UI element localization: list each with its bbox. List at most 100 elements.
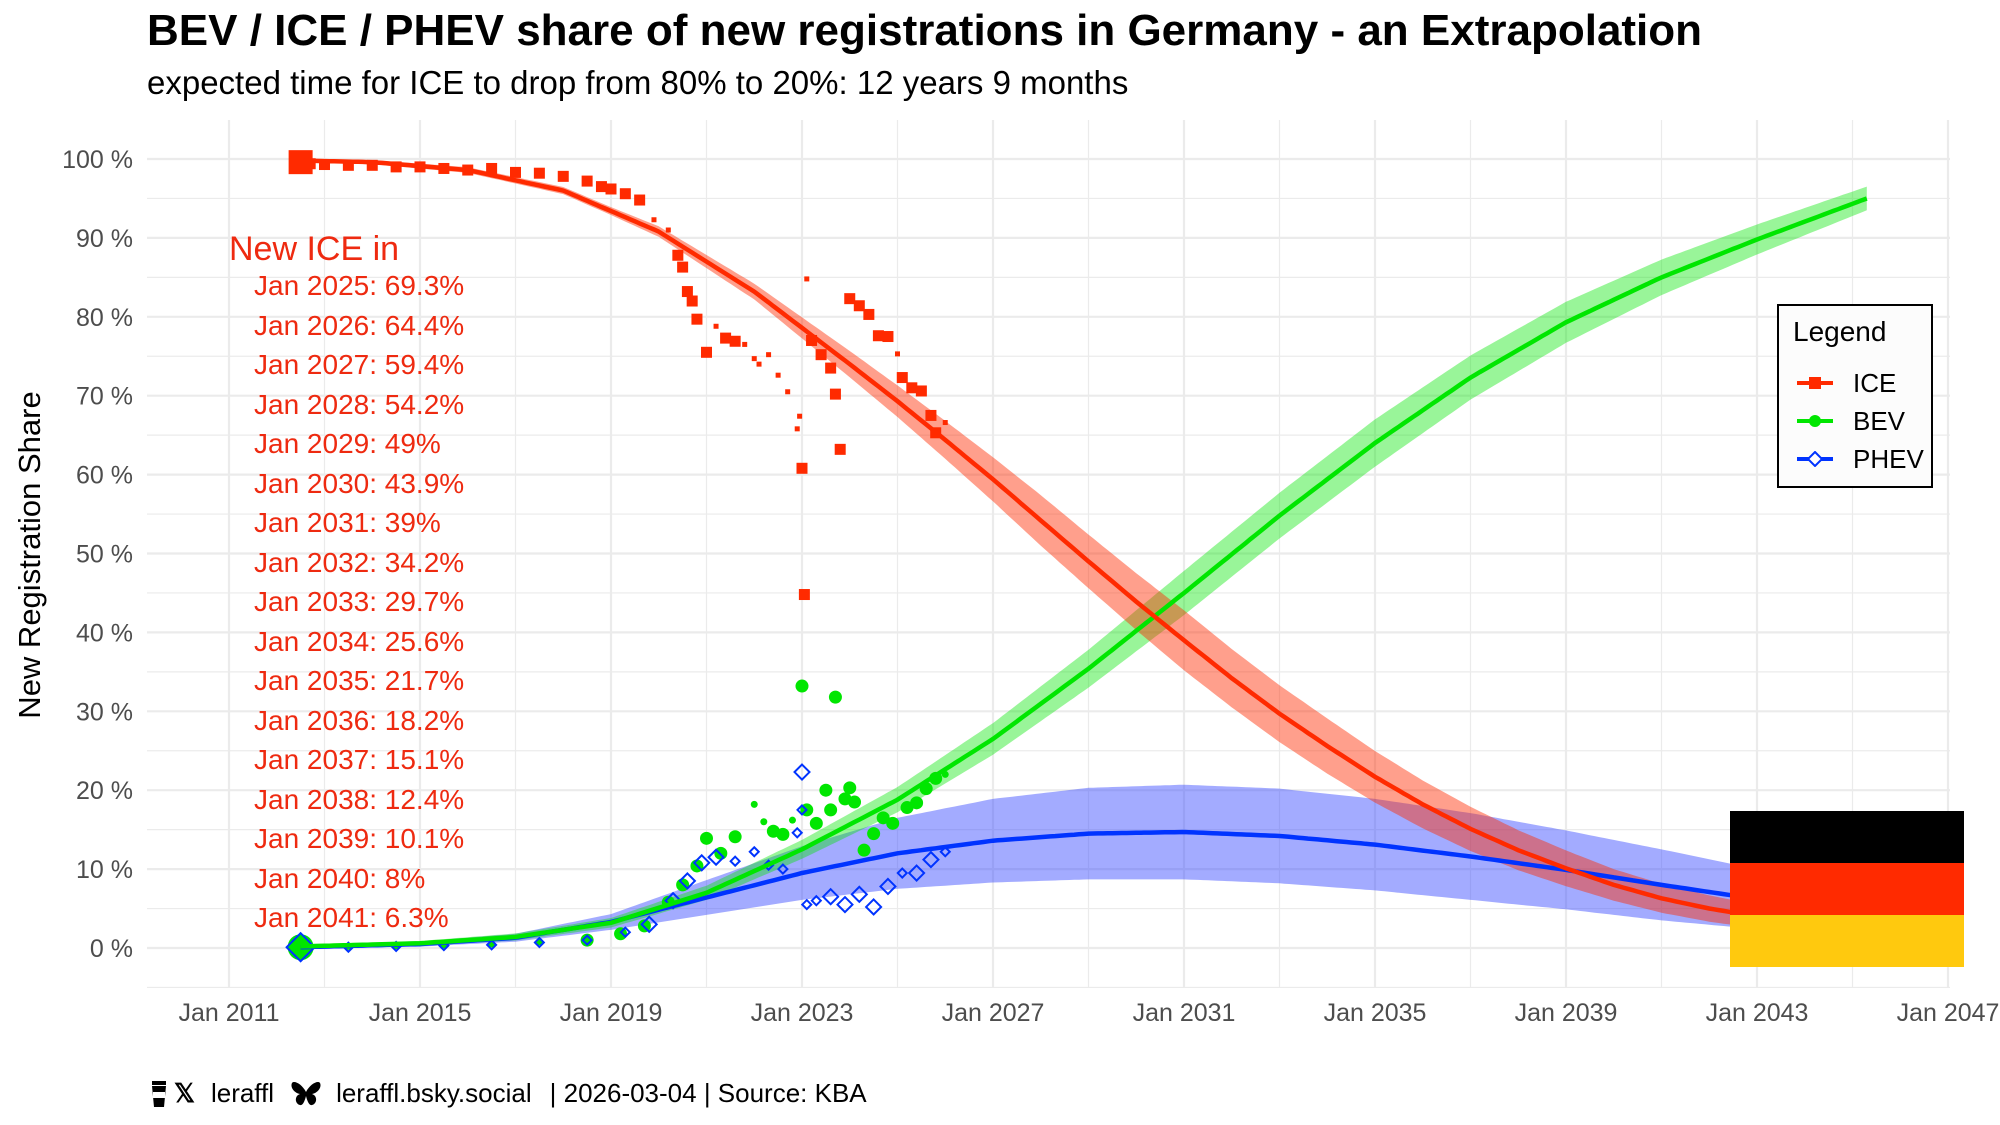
legend-label-phev: PHEV xyxy=(1853,443,1924,474)
ice-point xyxy=(651,217,657,223)
footer-handle-x: leraffl xyxy=(210,1078,275,1108)
annotation-item: Jan 2034: 25.6% xyxy=(254,625,465,657)
diamond-marker-icon xyxy=(1797,451,1833,467)
annotation-item: Jan 2029: 49% xyxy=(254,428,441,459)
y-tick-label: 80 % xyxy=(76,304,133,332)
square-marker-icon xyxy=(1797,377,1833,389)
annotation-item: Jan 2036: 18.2% xyxy=(254,704,465,736)
chart-subtitle: expected time for ICE to drop from 80% t… xyxy=(147,64,1129,101)
ice-point xyxy=(304,158,316,170)
annotation-item: Jan 2026: 64.4% xyxy=(254,309,465,341)
ice-point xyxy=(806,334,818,346)
phev-point xyxy=(907,864,926,882)
phev-point xyxy=(692,853,711,872)
ice-point xyxy=(796,462,808,474)
phev-point xyxy=(729,855,742,868)
x-tick-label: Jan 2039 xyxy=(1515,999,1618,1027)
y-tick-label: 30 % xyxy=(76,698,133,726)
ice-point xyxy=(798,589,810,601)
x-tick-label: Jan 2043 xyxy=(1706,999,1809,1027)
ice-point xyxy=(581,175,593,187)
ice-point xyxy=(665,227,671,233)
germany-flag xyxy=(1730,811,1964,967)
annotation-item: Jan 2039: 10.1% xyxy=(254,823,465,854)
ice-point xyxy=(557,170,569,182)
bev-point xyxy=(580,933,594,947)
fit-line-ice xyxy=(300,158,1758,919)
ice-point xyxy=(486,162,498,174)
fit-line-bev xyxy=(300,196,1868,949)
ice-point xyxy=(319,159,330,171)
ice-point xyxy=(815,349,827,361)
phev-point xyxy=(533,936,546,949)
phev-point xyxy=(864,898,883,916)
grid xyxy=(147,120,1950,989)
annotation-item: Jan 2038: 12.4% xyxy=(254,783,465,815)
annotation-heading: New ICE in xyxy=(229,230,400,268)
bev-point xyxy=(750,800,758,808)
bev-point xyxy=(776,827,790,841)
ice-point xyxy=(672,249,684,261)
y-tick-label: 0 % xyxy=(90,935,133,963)
phev-point xyxy=(748,845,761,858)
legend-item-ice: ICE xyxy=(1797,368,1896,398)
y-tick-label: 10 % xyxy=(76,856,133,884)
ice-point xyxy=(775,372,781,378)
phev-point xyxy=(619,926,632,939)
ice-point xyxy=(686,295,698,307)
x-tick-label: Jan 2035 xyxy=(1324,999,1427,1027)
circle-marker-icon xyxy=(1797,415,1833,427)
bev-point xyxy=(728,830,742,844)
x-axis-ticks: Jan 2011 Jan 2015 Jan 2019 Jan 2023 Jan 2027… xyxy=(178,999,1999,1027)
ice-point xyxy=(681,286,693,298)
bev-point xyxy=(848,795,862,809)
ice-point xyxy=(863,308,875,320)
annotation-item: Jan 2028: 54.2% xyxy=(254,388,465,420)
x-tick-label: Jan 2031 xyxy=(1133,999,1236,1027)
legend-label-ice: ICE xyxy=(1853,367,1897,398)
ice-point xyxy=(605,183,617,195)
ice-point xyxy=(751,356,757,362)
y-tick-label: 100 % xyxy=(62,146,133,174)
phev-point xyxy=(791,826,804,839)
ice-point xyxy=(677,261,689,273)
annotation-item: Jan 2035: 21.7% xyxy=(254,665,465,696)
ice-point xyxy=(915,385,927,397)
x-tick-label: Jan 2015 xyxy=(369,999,472,1027)
flag-stripe-black xyxy=(1730,811,1964,863)
bev-point xyxy=(828,690,842,704)
phev-point xyxy=(793,763,811,781)
y-tick-label: 90 % xyxy=(76,225,133,253)
ice-point xyxy=(729,335,741,347)
phev-point xyxy=(939,845,952,858)
phev-point xyxy=(836,895,854,914)
y-axis-label: New Registration Share xyxy=(12,391,47,719)
legend: Legend ICE BEV PHEV xyxy=(1777,304,1933,488)
ice-point xyxy=(720,332,732,344)
ice-point xyxy=(691,313,703,325)
bev-point xyxy=(809,816,823,830)
ice-point xyxy=(895,351,900,357)
phev-point xyxy=(879,877,897,896)
phev-point xyxy=(581,934,594,947)
y-axis-ticks: 0 % 10 % 20 % 30 % 40 % 50 % 60 % 70 % 80 % 90 % 1… xyxy=(62,146,133,963)
x-tick-label: Jan 2011 xyxy=(178,999,279,1027)
ice-point xyxy=(872,330,884,342)
ice-point xyxy=(925,409,937,421)
phev-point xyxy=(810,894,823,907)
y-tick-label: 50 % xyxy=(76,541,133,569)
bev-point xyxy=(819,783,833,797)
ice-point xyxy=(906,382,918,394)
annotation-item: Jan 2030: 43.9% xyxy=(254,467,465,499)
x-tick-label: Jan 2023 xyxy=(751,999,854,1027)
y-tick-label: 40 % xyxy=(76,619,133,647)
ice-point xyxy=(942,420,948,426)
ice-point xyxy=(634,194,646,206)
annotation-item: Jan 2027: 59.4% xyxy=(254,349,465,380)
phev-point xyxy=(796,804,808,816)
phev-point xyxy=(922,850,940,869)
phev-point xyxy=(821,887,840,906)
x-tick-label: Jan 2019 xyxy=(560,999,663,1027)
footer-handle-bsky: leraffl.bsky.social xyxy=(336,1078,532,1108)
